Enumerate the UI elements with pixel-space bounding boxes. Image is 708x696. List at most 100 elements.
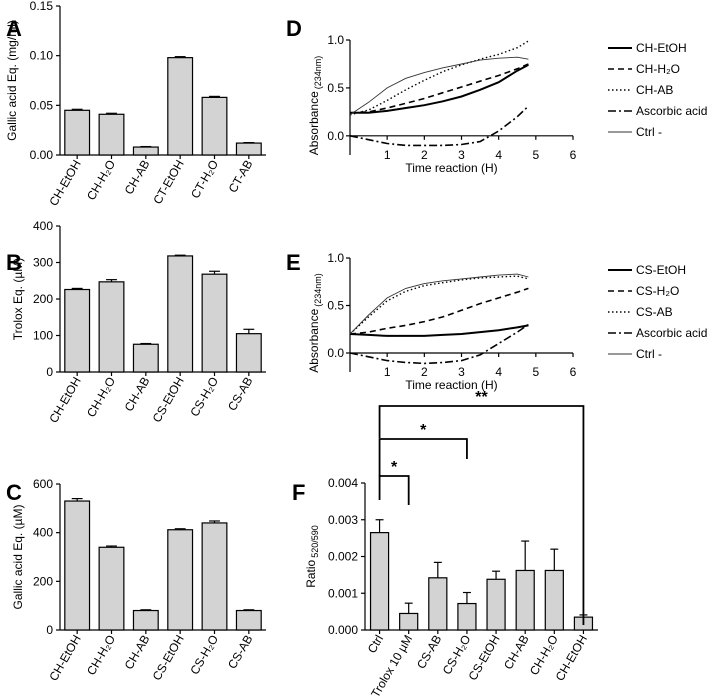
series-line — [349, 323, 529, 365]
bar — [201, 273, 228, 373]
panel-b-chart: 0 100 200 300 400 Trolox Eq. (µM) CH-EtOH CH-H₂… — [11, 219, 266, 425]
y-axis-title-main: Absorbance — [307, 308, 321, 372]
y-tick-label: 100 — [33, 329, 53, 343]
y-tick-label: 0.5 — [327, 299, 344, 313]
y-tick-label: 200 — [33, 292, 53, 306]
y-axis-title-main: Trolox Eq. (µM) — [11, 258, 25, 340]
bar — [235, 609, 262, 631]
y-tick-label: 400 — [33, 526, 53, 540]
series-line — [349, 40, 529, 116]
bar — [98, 546, 125, 631]
panel-letter-a: A — [6, 16, 22, 41]
legend-label: Ctrl - — [636, 347, 662, 361]
y-tick-label: 200 — [33, 574, 53, 588]
significance-label: ** — [475, 389, 488, 406]
x-tick-label: CT-AB — [226, 157, 256, 195]
x-tick-label: CH-H₂O — [84, 375, 118, 420]
x-tick-label: CS-AB — [414, 633, 444, 672]
x-tick-label: CH-EtOH — [46, 633, 83, 684]
x-tick-label: CS-H₂O — [187, 375, 221, 420]
bar — [399, 612, 419, 631]
panel-a-chart: 0.00 0.05 0.10 0.15 Gallic acid Eq. (mg/ml) C… — [5, 0, 266, 208]
legend-label: Ascorbic acid — [636, 104, 707, 118]
series-line — [350, 64, 529, 114]
panel-letter-b: B — [6, 250, 22, 275]
bar — [486, 578, 506, 631]
y-tick-label: 1.0 — [327, 251, 344, 265]
x-tick-label: CH-H₂O — [84, 633, 118, 678]
x-tick-label: 5 — [532, 365, 539, 379]
bar — [201, 96, 228, 156]
x-tick-label: 3 — [458, 365, 465, 379]
x-tick-label: 6 — [570, 148, 577, 162]
bar — [64, 109, 91, 156]
bar — [98, 113, 125, 156]
series-line — [349, 105, 529, 147]
legend-label: Ctrl - — [636, 125, 662, 139]
x-tick-label: CH-EtOH — [46, 158, 83, 209]
series-line — [349, 56, 529, 116]
legend-label: CH-EtOH — [636, 41, 687, 55]
panel-letter-c: C — [6, 480, 22, 505]
x-tick-label: CH-AB — [122, 158, 153, 197]
bar — [64, 288, 91, 373]
panel-d-chart: 0.0 0.5 1.0 1 2 3 4 5 6 Time reaction (H) Absorban… — [307, 33, 707, 175]
bar — [64, 500, 91, 631]
bar — [167, 529, 194, 631]
x-axis-title: Time reaction (H) — [405, 161, 497, 175]
x-tick-label: 1 — [384, 148, 391, 162]
y-axis-title: Trolox Eq. (µM) — [11, 258, 25, 340]
panel-f-chart: 0.000 0.001 0.002 0.003 0.004 Ratio520/590 Ctr… — [304, 389, 598, 696]
x-tick-label: CT-H₂O — [188, 158, 221, 201]
significance-bracket — [378, 438, 468, 476]
bar — [457, 602, 477, 631]
x-tick-label: CH-AB — [501, 633, 532, 672]
bar — [235, 333, 262, 373]
panel-letter-d: D — [286, 16, 302, 41]
bar — [515, 569, 535, 631]
y-axis-title-main: Ratio — [304, 559, 318, 587]
series-line — [349, 324, 529, 337]
bar — [235, 142, 262, 156]
x-axis-title: Time reaction (H) — [405, 378, 497, 392]
x-tick-label: CS-H₂O — [187, 633, 221, 678]
x-tick-label: 2 — [421, 148, 428, 162]
y-tick-label: 0.003 — [328, 513, 358, 527]
significance-label: * — [391, 459, 398, 476]
y-tick-label: 0.00 — [30, 148, 54, 162]
bar — [369, 532, 390, 631]
y-axis-title: Gallic acid Eq. (mg/ml) — [5, 20, 19, 141]
x-tick-label: CH-H₂O — [84, 158, 118, 203]
bar — [98, 281, 125, 373]
x-tick-label: 3 — [458, 148, 465, 162]
x-tick-label: Ctrl — [365, 633, 386, 656]
y-tick-label: 0.05 — [30, 98, 54, 112]
y-tick-label: 0.000 — [328, 623, 358, 637]
legend-label: CS-EtOH — [636, 263, 686, 277]
panel-letter-e: E — [286, 250, 301, 275]
x-tick-label: CS-AB — [225, 375, 255, 414]
bar — [428, 577, 448, 631]
legend-label: CS-H₂O — [636, 284, 679, 298]
y-tick-label: 0.0 — [327, 346, 344, 360]
series-line — [349, 273, 529, 335]
x-tick-label: CS-EtOH — [150, 633, 187, 683]
y-tick-label: 0.0 — [327, 129, 344, 143]
significance-bracket — [378, 475, 410, 505]
x-tick-label: CT-EtOH — [150, 158, 186, 207]
y-axis-title-sub: (234nm) — [313, 56, 323, 90]
significance-label: * — [420, 422, 427, 439]
y-axis-title-main: Gallic acid Eq. (mg/ml) — [5, 20, 19, 141]
x-tick-label: 2 — [421, 365, 428, 379]
y-tick-label: 0.002 — [328, 550, 358, 564]
series-line — [349, 287, 529, 335]
x-tick-label: CS-EtOH — [150, 375, 187, 425]
y-axis-title-main: Gallic acid Eq. (µM) — [11, 505, 25, 610]
y-tick-label: 400 — [33, 219, 53, 233]
y-tick-label: 300 — [33, 256, 53, 270]
y-axis-title: Ratio520/590 — [304, 525, 320, 588]
y-axis-title: Absorbance(234nm) — [307, 273, 323, 373]
legend-label: CS-AB — [636, 305, 673, 319]
